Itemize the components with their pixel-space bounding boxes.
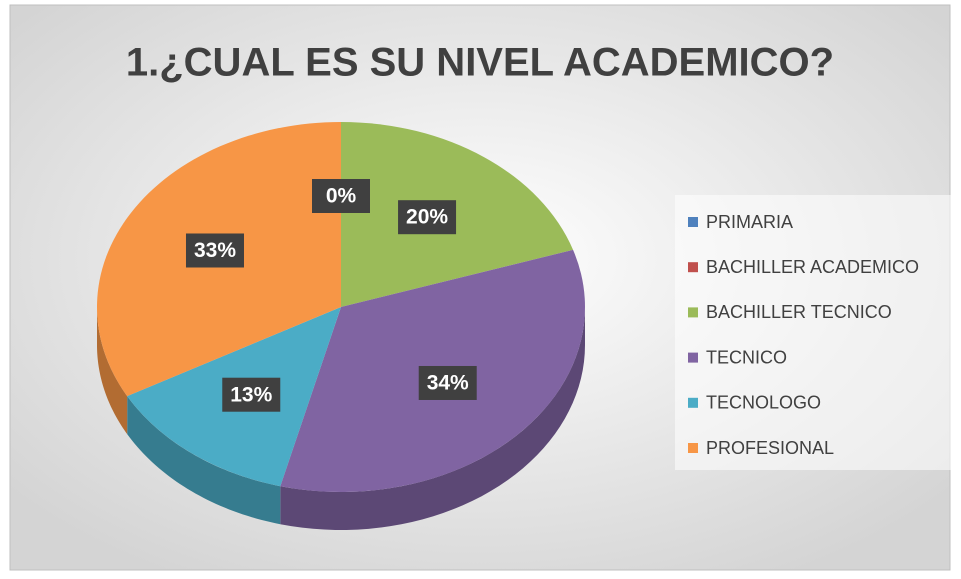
data-label: 13% <box>230 383 272 406</box>
data-label: 0% <box>326 185 357 208</box>
data-label-group: 20% <box>398 200 457 235</box>
data-label-box <box>312 179 370 213</box>
legend-label: TECNICO <box>706 347 787 367</box>
data-label-box <box>222 377 281 412</box>
data-label: 20% <box>406 206 448 229</box>
chart-title: 1.¿CUAL ES SU NIVEL ACADEMICO? <box>126 41 834 85</box>
legend-label: TECNOLOGO <box>706 393 821 413</box>
data-label-group: 34% <box>418 365 477 400</box>
data-label-group: 13% <box>222 377 281 412</box>
data-label-box <box>185 233 244 268</box>
data-label: 34% <box>427 372 469 395</box>
legend-swatch <box>688 262 698 273</box>
data-label-box <box>418 365 477 400</box>
data-label-group: 33% <box>185 233 244 268</box>
pie-side <box>97 307 128 435</box>
pie-slice <box>341 122 574 307</box>
legend-label: PROFESIONAL <box>706 438 834 458</box>
legend-swatch <box>688 217 698 227</box>
data-label-box <box>398 200 457 235</box>
legend-label: BACHILLER TECNICO <box>706 302 892 322</box>
legend-swatch <box>688 443 698 453</box>
legend-label: PRIMARIA <box>706 212 793 232</box>
legend <box>675 195 955 470</box>
pie-side <box>280 307 585 530</box>
legend-label: BACHILLER ACADEMICO <box>706 257 919 277</box>
legend-swatch <box>688 397 698 408</box>
legend-swatch <box>688 307 698 318</box>
pie-side <box>127 396 281 525</box>
data-label-group: 0% <box>312 179 370 213</box>
data-label: 33% <box>194 239 236 262</box>
legend-swatch <box>688 352 698 363</box>
